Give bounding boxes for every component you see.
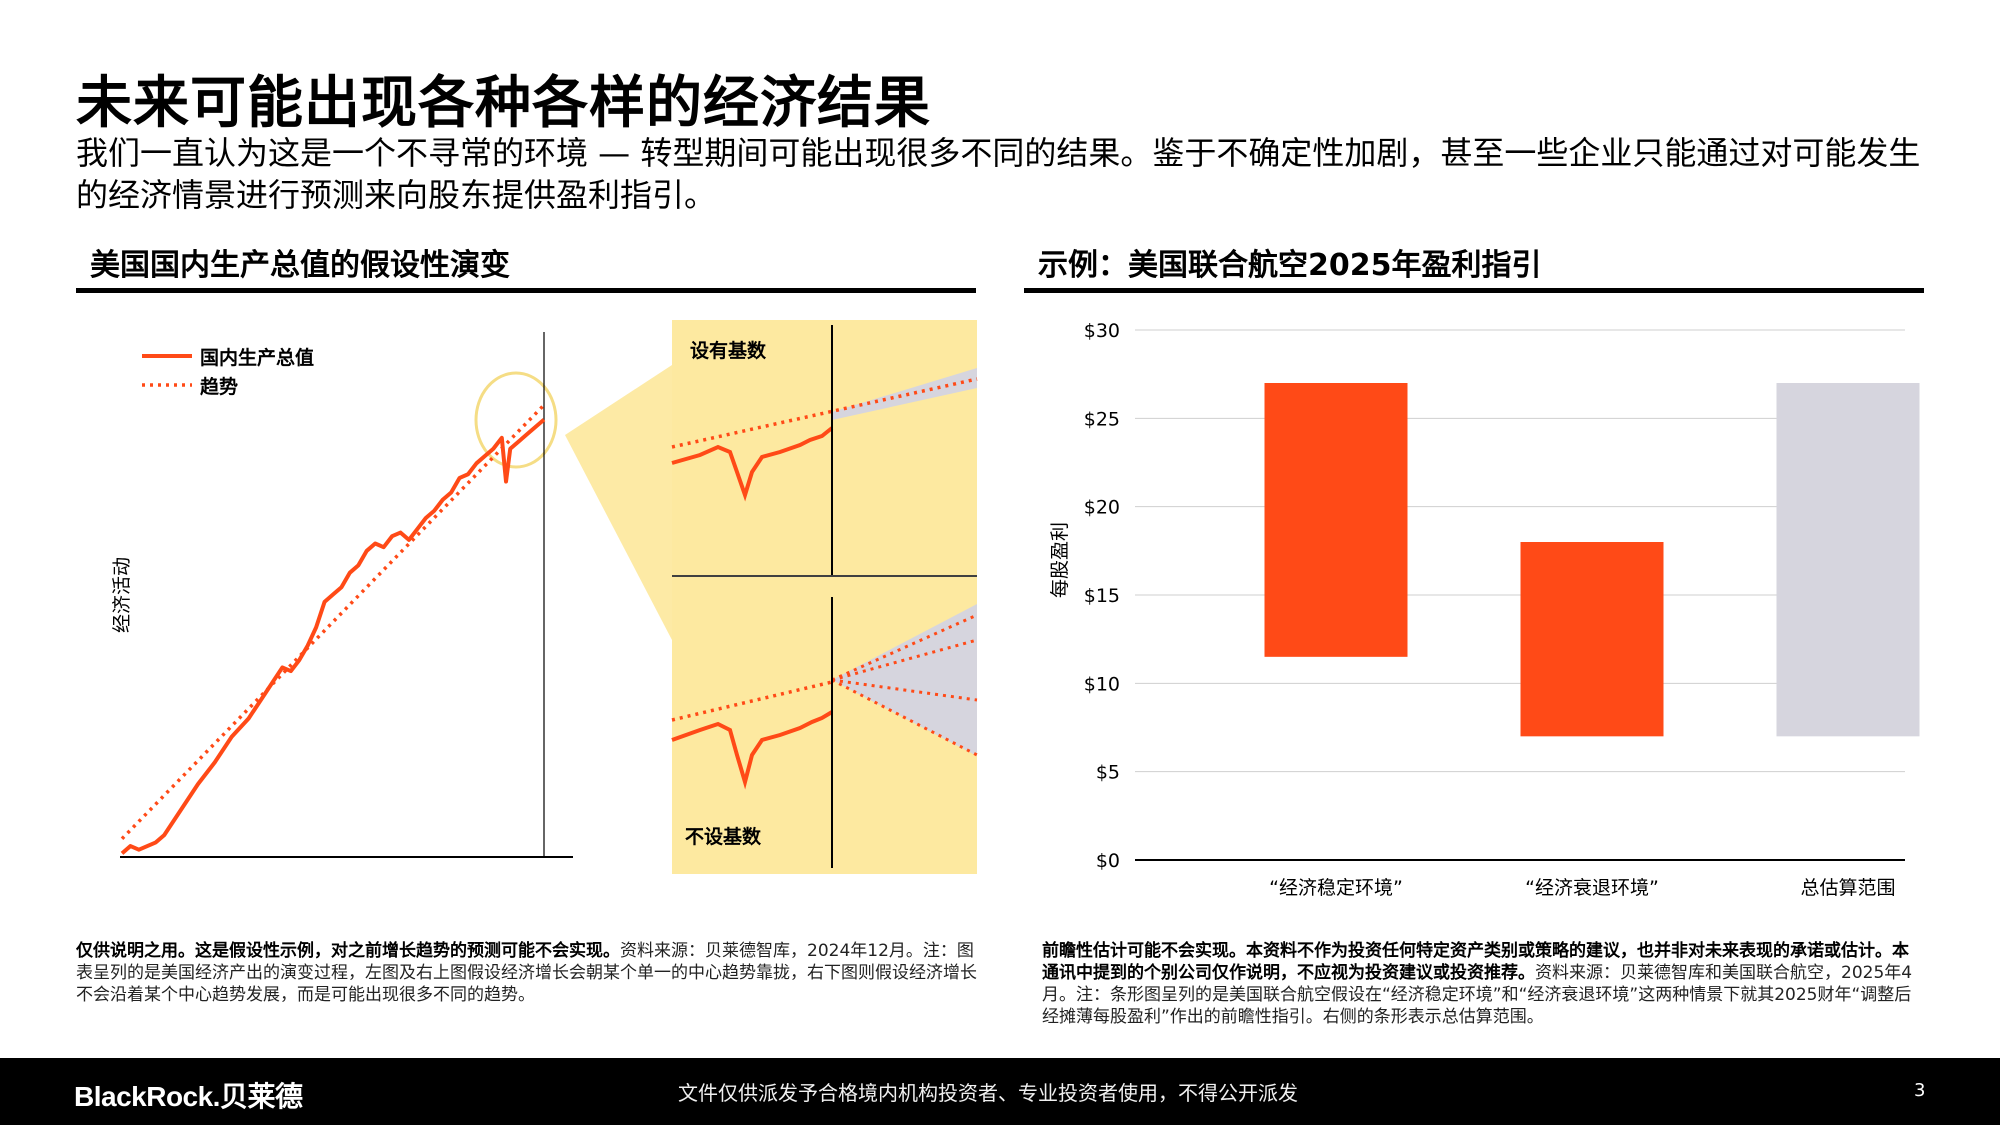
- gdp-chart: 经济活动 国内生产总值 趋势 设有基数 不设基数: [111, 320, 978, 874]
- eps-chart: $0 $5 $10 $15 $20 $25 $30 “经济稳定环境” “经济衰退环境” 总估算范围…: [1049, 320, 1920, 899]
- eps-y-axis-label: 每股盈利: [1049, 522, 1071, 598]
- trend-line: [120, 403, 546, 840]
- eps-y-tick-label: $15: [1084, 585, 1120, 607]
- eps-y-tick-label: $5: [1096, 762, 1120, 784]
- inset-bottom-gdp-line: [671, 710, 834, 790]
- left-footnote: 仅供说明之用。这是假设性示例，对之前增长趋势的预测可能不会实现。资料来源：贝莱德…: [76, 940, 986, 1006]
- inset-bottom-label: 不设基数: [685, 825, 762, 848]
- zoom-callout-wedge: [565, 365, 672, 640]
- gdp-y-axis-label: 经济活动: [111, 557, 133, 633]
- eps-range-bar: [1776, 383, 1920, 737]
- brand-logo: BlackRock.贝莱德: [74, 1081, 303, 1112]
- left-panel-title: 美国国内生产总值的假设性演变: [90, 248, 510, 283]
- distribution-notice: 文件仅供派发予合格境内机构投资者、专业投资者使用，不得公开派发: [678, 1081, 1298, 1105]
- eps-category-label: “经济衰退环境”: [1525, 877, 1659, 899]
- page-subtitle: 我们一直认为这是一个不寻常的环境 — 转型期间可能出现很多不同的结果。鉴于不确定…: [76, 134, 1921, 214]
- eps-y-tick-label: $0: [1096, 850, 1120, 872]
- inset-top-gdp-line: [671, 426, 834, 502]
- eps-y-tick-label: $10: [1084, 673, 1120, 695]
- left-footnote-bold: 仅供说明之用。这是假设性示例，对之前增长趋势的预测可能不会实现。: [76, 941, 620, 961]
- left-panel-rule: [76, 288, 976, 293]
- inset-bottom-trend: [671, 680, 833, 722]
- legend-trend-label: 趋势: [200, 375, 238, 398]
- page-number: 3: [1914, 1080, 1926, 1101]
- left-footnote-text: 资料来源：贝莱德智库，2024年12月。注：图表呈列的是美国经济产出的演变过程，…: [76, 941, 977, 1005]
- eps-y-tick-label: $20: [1084, 497, 1120, 519]
- eps-range-bar: [1520, 542, 1664, 737]
- right-panel-title: 示例：美国联合航空2025年盈利指引: [1038, 248, 1542, 283]
- eps-y-tick-label: $30: [1084, 320, 1120, 342]
- right-footnote-text: 资料来源：贝莱德智库和美国联合航空，2025年4月。注：条形图呈列的是美国联合航…: [1042, 963, 1913, 1027]
- right-panel-rule: [1024, 288, 1924, 293]
- footer-bar: BlackRock.贝莱德 文件仅供派发予合格境内机构投资者、专业投资者使用，不…: [0, 1058, 2000, 1125]
- right-footnote: 前瞻性估计可能不会实现。本资料不作为投资任何特定资产类别或策略的建议，也并非对未…: [1042, 940, 1918, 1028]
- right-footnote-bold: 前瞻性估计可能不会实现。本资料不作为投资任何特定资产类别或策略的建议，也并非对未…: [1042, 941, 1909, 983]
- eps-category-label: 总估算范围: [1800, 877, 1895, 899]
- zoom-highlight-circle: [474, 371, 558, 469]
- inset-bottom-path-1: [831, 613, 978, 682]
- eps-category-label: “经济稳定环境”: [1269, 877, 1403, 899]
- inset-top-cone: [832, 368, 977, 420]
- inset-bottom-cone: [832, 604, 977, 756]
- legend-gdp-label: 国内生产总值: [200, 346, 314, 369]
- eps-range-bar: [1264, 383, 1408, 657]
- page-title: 未来可能出现各种各样的经济结果: [76, 71, 931, 136]
- eps-y-tick-label: $25: [1084, 408, 1120, 430]
- inset-bottom-path-2: [831, 638, 978, 682]
- inset-top-label: 设有基数: [690, 339, 767, 362]
- inset-bottom-path-4: [831, 678, 978, 757]
- inset-bottom-path-3: [831, 678, 978, 702]
- gdp-line: [120, 418, 546, 855]
